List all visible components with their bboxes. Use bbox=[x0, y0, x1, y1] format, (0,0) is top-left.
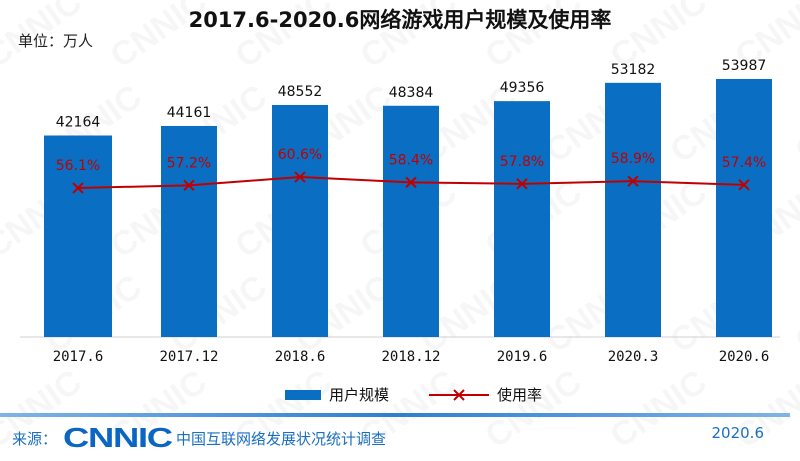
rate-value-label: 60.6% bbox=[278, 147, 322, 163]
rate-value-label: 58.4% bbox=[389, 152, 433, 168]
bar bbox=[383, 105, 439, 337]
chart-title: 2017.6-2020.6网络游戏用户规模及使用率 bbox=[188, 8, 612, 32]
legend: 用户规模 使用率 bbox=[285, 384, 542, 405]
footer-source: 来源： CNNIC 中国互联网络发展状况统计调查 bbox=[12, 422, 386, 454]
bar-value-label: 48384 bbox=[389, 85, 434, 101]
bar-value-label: 48552 bbox=[278, 84, 323, 100]
x-tick-label: 2017.12 bbox=[159, 349, 218, 365]
rate-marker bbox=[516, 178, 528, 190]
legend-label-users: 用户规模 bbox=[329, 386, 390, 404]
legend-label-rate: 使用率 bbox=[497, 386, 543, 404]
x-tick-label: 2017.6 bbox=[53, 349, 104, 365]
bar-value-label: 53987 bbox=[722, 58, 767, 74]
rate-value-label: 57.4% bbox=[722, 155, 766, 171]
source-label: 来源： bbox=[12, 429, 58, 448]
rate-marker bbox=[294, 171, 306, 183]
bar bbox=[605, 82, 661, 337]
rate-value-label: 57.2% bbox=[167, 155, 211, 171]
x-tick-label: 2018.12 bbox=[381, 349, 440, 365]
unit-label: 单位：万人 bbox=[18, 32, 94, 50]
legend-bar-swatch bbox=[285, 389, 321, 400]
rate-value-label: 58.9% bbox=[611, 151, 655, 167]
rate-value-label: 56.1% bbox=[56, 158, 100, 174]
x-tick-label: 2020.3 bbox=[608, 349, 659, 365]
cnnic-logo: CNNIC bbox=[63, 422, 173, 453]
footer-date: 2020.6 bbox=[711, 424, 765, 442]
rate-marker bbox=[72, 182, 84, 194]
x-tick-label: 2020.6 bbox=[719, 349, 770, 365]
legend-line-swatch bbox=[429, 388, 490, 402]
bar-value-label: 44161 bbox=[167, 105, 212, 121]
bar-value-label: 49356 bbox=[500, 80, 545, 96]
rate-marker bbox=[627, 175, 639, 187]
bar bbox=[494, 101, 550, 337]
bar bbox=[44, 135, 112, 337]
bar-value-label: 53182 bbox=[611, 62, 656, 78]
footer-divider bbox=[0, 413, 790, 417]
bar bbox=[272, 104, 328, 337]
source-org: 中国互联网络发展状况统计调查 bbox=[176, 429, 387, 448]
x-tick-label: 2018.6 bbox=[275, 349, 326, 365]
bar-value-label: 42164 bbox=[56, 115, 101, 131]
rate-value-label: 57.8% bbox=[500, 154, 544, 170]
bar bbox=[161, 125, 217, 337]
rate-marker bbox=[738, 179, 750, 191]
rate-marker bbox=[183, 179, 195, 192]
rate-marker bbox=[405, 176, 417, 189]
x-tick-label: 2019.6 bbox=[497, 349, 548, 365]
bar bbox=[716, 79, 772, 337]
